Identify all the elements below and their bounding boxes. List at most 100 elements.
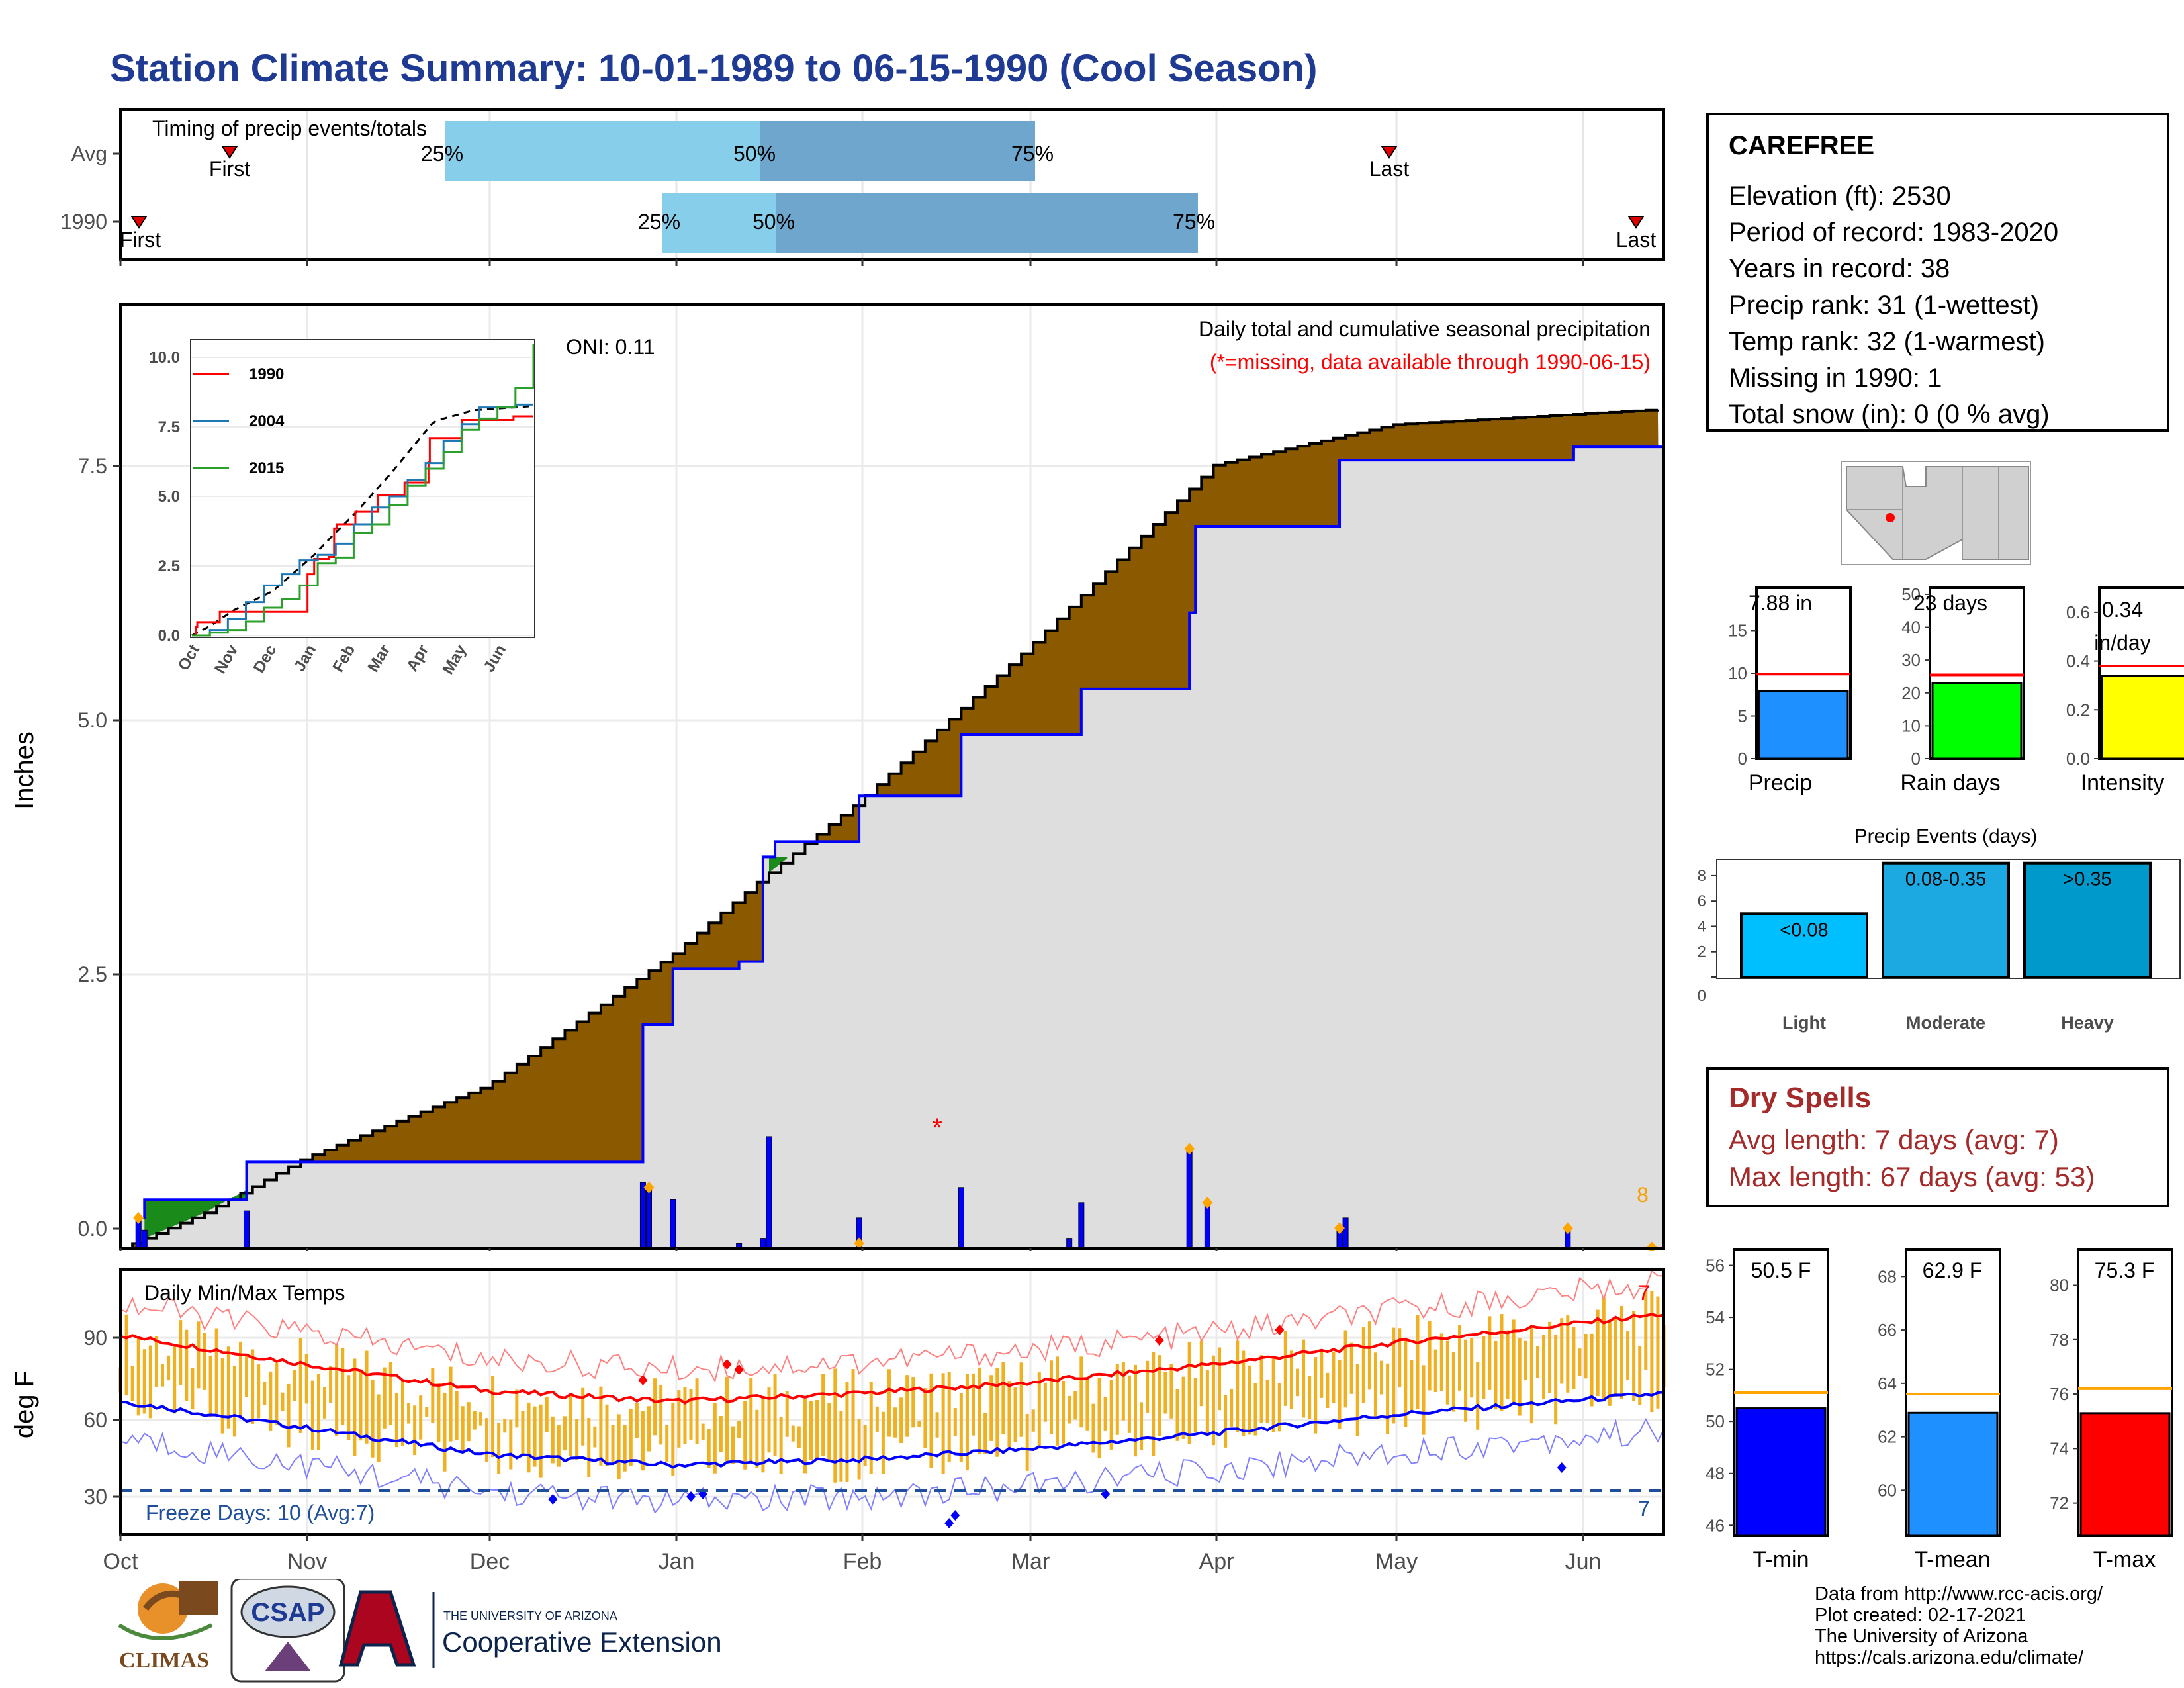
temp-range-bar [1404, 1339, 1408, 1427]
temp-range-bar [455, 1390, 459, 1440]
temp-range-bar [179, 1320, 183, 1385]
temp-range-bar [653, 1378, 657, 1436]
inset-line-1990 [192, 415, 533, 637]
temp-range-bar [749, 1378, 753, 1462]
temp-range-bar [1175, 1389, 1179, 1441]
temp-range-bar [1085, 1377, 1089, 1431]
summary-bar-ytick: 0.0 [2066, 749, 2090, 769]
month-may: May [1375, 1549, 1418, 1574]
event-marker [1334, 1222, 1345, 1235]
tmax-bar-value: 75.3 F [2095, 1258, 2155, 1282]
temp-range-bar [563, 1416, 567, 1451]
inset-ytick-0: 0.0 [158, 627, 180, 645]
temp-range-bar [1079, 1356, 1083, 1428]
inset-yticks: 0.0 2.5 5.0 7.5 10.0 [149, 349, 180, 645]
record-low-marker [548, 1494, 558, 1505]
month-mar: Mar [1011, 1549, 1050, 1574]
temp-range-bar [1265, 1379, 1269, 1423]
temp-range-bar [1529, 1325, 1533, 1424]
summary-bar-ytick: 10 [1901, 716, 1921, 735]
summary-bar-value [1931, 682, 2023, 760]
temp-summary-ytick: 60 [1878, 1480, 1897, 1500]
temp-range-bar [1464, 1339, 1468, 1422]
temp-range-bar [779, 1417, 783, 1474]
locator-map [1841, 461, 2031, 565]
precip-events-chart: Precip Events (days) 2 4 6 8 <0.08 0.08-0.35 >… [1698, 825, 2181, 1033]
temp-range-bar [323, 1387, 327, 1419]
temp-ytick-1: 60 [83, 1408, 107, 1432]
temp-range-bar [167, 1355, 171, 1381]
temp-summary-ytick: 56 [1706, 1256, 1725, 1276]
temp-range-bar [1476, 1362, 1480, 1430]
temp-range-bar [899, 1397, 903, 1444]
temp-range-bar [310, 1380, 314, 1450]
precip-panel-title: Daily total and cumulative seasonal prec… [1199, 317, 1651, 341]
temp-summary-ytick: 54 [1706, 1307, 1725, 1327]
temp-range-bar [1224, 1395, 1228, 1448]
yr-p75-label: 75% [1173, 210, 1215, 234]
ua-logo: THE UNIVERSITY OF ARIZONA Cooperative Ex… [338, 1590, 722, 1668]
temp-range-bar [1482, 1336, 1486, 1399]
precip-ylabel: Inches [10, 731, 39, 810]
yr-q2-bar [776, 193, 1198, 253]
temp-range-bar [1439, 1333, 1443, 1391]
temp-range-bar [677, 1390, 681, 1448]
temp-range-bar [1638, 1346, 1642, 1405]
inset-line-2004 [192, 403, 533, 637]
temp-range-bar [341, 1348, 345, 1425]
temp-range-bar [214, 1328, 218, 1414]
record-high-marker [1154, 1335, 1164, 1346]
credit-created: Plot created: 02-17-2021 [1815, 1605, 2026, 1626]
precip-ytick-marks [113, 465, 120, 1230]
temp-range-bar [1001, 1362, 1005, 1434]
temp-range-bar [719, 1416, 723, 1452]
record-low-marker [1557, 1462, 1567, 1473]
summary-bar-charts: 0 5 10 15 0 10 20 30 40 50 0.0 0.2 0.4 0.6 [1728, 585, 2184, 769]
temp-range-bar [593, 1426, 597, 1448]
temp-range-bar [1025, 1413, 1029, 1471]
temp-range-bar [161, 1364, 165, 1387]
temp-range-bar [1367, 1321, 1371, 1390]
temp-range-bar [521, 1411, 525, 1456]
temp-range-bar [1158, 1355, 1161, 1436]
temp-ylabel: deg F [10, 1371, 39, 1438]
temp-range-bar [1302, 1339, 1306, 1418]
temp-range-bar [1355, 1364, 1359, 1436]
temp-range-bar [154, 1336, 158, 1387]
temp-range-bar [995, 1368, 999, 1457]
page-title: Station Climate Summary: 10-01-1989 to 0… [110, 47, 1318, 90]
temp-summary-ytick: 74 [2050, 1438, 2069, 1458]
tmin-bar-value: 50.5 F [1751, 1258, 1811, 1282]
precip-ytick-2: 5.0 [78, 708, 107, 732]
temp-range-bar [533, 1406, 537, 1467]
observed-cumulative-line [120, 445, 1664, 1250]
temp-summary-value-bar [2079, 1412, 2171, 1537]
temp-range-bar [821, 1374, 825, 1456]
temp-range-bar [605, 1404, 609, 1466]
temp-range-bar [989, 1375, 993, 1441]
average-cumulative-line [120, 408, 1659, 1250]
temp-range-bar [581, 1387, 585, 1446]
station-elevation: Elevation (ft): 2530 [1729, 181, 1951, 211]
inset-series [191, 344, 535, 637]
inset-line-2015 [192, 344, 535, 637]
temp-range-bar [1632, 1311, 1636, 1401]
temp-range-bar [1626, 1331, 1630, 1380]
temp-range-bar [659, 1385, 663, 1445]
record-high-marker [734, 1364, 744, 1375]
temp-range-bar [1103, 1397, 1107, 1431]
temp-range-bar [1451, 1352, 1455, 1412]
temp-summary-ytick: 80 [2050, 1275, 2069, 1295]
temp-range-bar [1211, 1355, 1215, 1446]
precip-frame [119, 303, 1665, 1250]
precip-bar-value: 7.88 in [1749, 591, 1812, 615]
temp-range-bar [1109, 1380, 1113, 1450]
temp-range-bar [263, 1382, 267, 1405]
temp-summary-ytick: 62 [1878, 1427, 1897, 1447]
dry-spells-box: Dry Spells Avg length: 7 days (avg: 7) M… [1706, 1067, 2169, 1207]
station-snow: Total snow (in): 0 (0 % avg) [1729, 400, 2050, 429]
temp-range-bar [1373, 1352, 1377, 1417]
temp-range-bar [1073, 1391, 1077, 1420]
temp-range-bar [287, 1383, 291, 1448]
